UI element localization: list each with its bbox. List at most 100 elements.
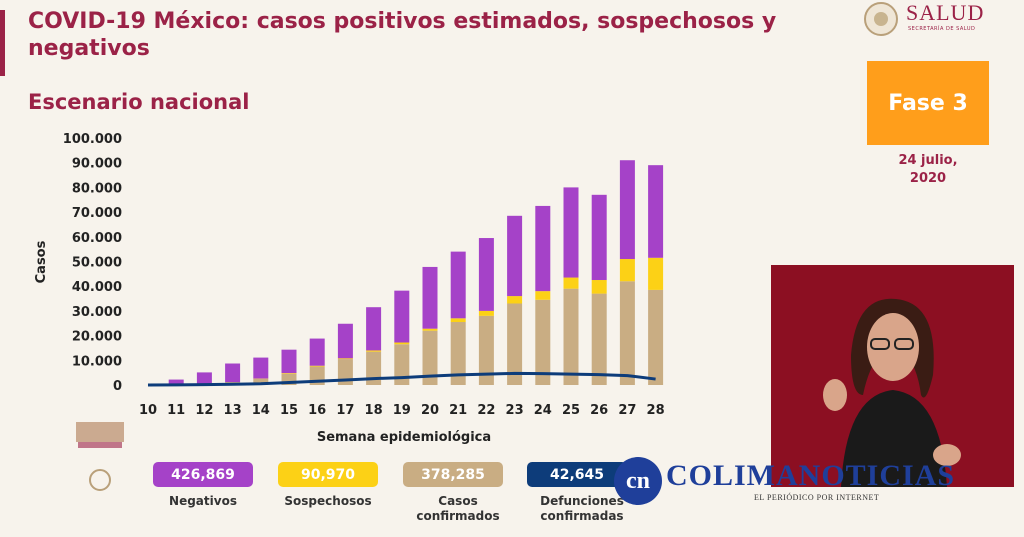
y-axis-label: Casos: [34, 240, 49, 283]
bar-segment: [281, 373, 297, 374]
y-tick-label: 20.000: [72, 330, 122, 345]
x-tick-label: 17: [336, 403, 354, 418]
sign-language-interpreter: [771, 265, 1014, 487]
y-tick-label: 40.000: [72, 280, 122, 295]
logo-text: SALUD: [906, 0, 985, 25]
legend-label-line: Casos: [438, 494, 478, 508]
date-line-1: 24 julio,: [898, 153, 958, 168]
bar-segment: [450, 322, 466, 385]
bar-segment: [422, 328, 438, 331]
bar-segment: [648, 257, 664, 290]
page-title: COVID-19 México: casos positivos estimad…: [28, 9, 777, 61]
bar-segment: [253, 357, 269, 379]
bar-segment: [535, 299, 551, 385]
bar-segment: [478, 315, 494, 385]
legend-value-negativos: 426,869: [153, 462, 253, 487]
bar-segment: [196, 372, 212, 384]
title-accent-bar: [0, 10, 5, 76]
bar-segment: [394, 344, 410, 385]
heritage-emblem-icon: [72, 418, 128, 492]
y-tick-label: 90.000: [72, 157, 122, 172]
x-tick-label: 28: [647, 403, 665, 418]
bar-segment: [648, 165, 664, 258]
x-tick-label: 19: [393, 403, 411, 418]
x-tick-label: 27: [618, 403, 636, 418]
x-axis-label: Semana epidemiológica: [317, 430, 491, 445]
bar-segment: [366, 351, 382, 385]
date-line-2: 2020: [909, 171, 947, 186]
legend-value-sospechosos: 90,970: [278, 462, 378, 487]
bar-segment: [507, 296, 523, 304]
bar-segment: [281, 349, 297, 374]
bar-segment: [309, 365, 325, 367]
bar-segment: [478, 238, 494, 311]
y-tick-label: 30.000: [72, 305, 122, 320]
interpreter-figure: [823, 298, 961, 487]
legend-label-confirmados: Casos confirmados: [403, 494, 513, 524]
legend-value-defunciones: 42,645: [527, 462, 627, 487]
y-tick-label: 0: [113, 379, 122, 394]
legend-label-sospechosos: Sospechosos: [278, 494, 378, 509]
bar-segment: [422, 330, 438, 385]
y-tick-label: 70.000: [72, 206, 122, 221]
bar-segment: [281, 373, 297, 385]
x-tick-label: 20: [421, 403, 439, 418]
phase-badge: Fase 3: [867, 61, 989, 145]
bar-segment: [563, 277, 579, 289]
bar-segment: [563, 288, 579, 385]
legend-label-defunciones: Defunciones confirmadas: [527, 494, 637, 524]
bar-segment: [422, 266, 438, 329]
bar-segment: [591, 280, 607, 294]
bar-segment: [450, 318, 466, 323]
cn-logo-icon: cn: [614, 457, 662, 505]
watermark-name: COLIMANOTICIAS: [666, 459, 956, 492]
legend-label-line: confirmados: [416, 509, 500, 523]
report-date: 24 julio, 2020: [867, 152, 989, 188]
bar-segment: [366, 350, 382, 352]
x-tick-label: 22: [477, 403, 495, 418]
y-tick-label: 60.000: [72, 231, 122, 246]
bar-segment: [337, 358, 353, 360]
bar-segment: [253, 378, 269, 385]
logo-subtext: SECRETARÍA DE SALUD: [908, 26, 976, 32]
legend-value-confirmados: 378,285: [403, 462, 503, 487]
bar-segment: [535, 291, 551, 300]
x-tick-label: 14: [252, 403, 270, 418]
page-subtitle: Escenario nacional: [28, 90, 250, 114]
bar-segment: [507, 303, 523, 385]
salud-logo: SALUD SECRETARÍA DE SALUD: [862, 0, 1002, 42]
y-tick-label: 50.000: [72, 256, 122, 271]
bar-segment: [168, 379, 184, 385]
bar-segment: [309, 338, 325, 366]
bar-segment: [619, 259, 635, 282]
x-tick-label: 21: [449, 403, 467, 418]
bar-segment: [563, 187, 579, 278]
bar-segment: [337, 323, 353, 359]
bar-segment: [366, 307, 382, 351]
y-tick-label: 10.000: [72, 354, 122, 369]
watermark-tagline: EL PERIÓDICO POR INTERNET: [754, 493, 880, 502]
bar-segment: [478, 310, 494, 316]
bar-segment: [619, 281, 635, 385]
legend-label-negativos: Negativos: [153, 494, 253, 509]
bar-segment: [648, 289, 664, 385]
legend-label-line: Negativos: [169, 494, 237, 508]
x-tick-label: 23: [506, 403, 524, 418]
x-tick-label: 12: [195, 403, 213, 418]
seal-icon: [864, 2, 898, 36]
legend-label-line: Sospechosos: [284, 494, 372, 508]
x-tick-label: 11: [167, 403, 185, 418]
bar-segment: [591, 194, 607, 281]
y-tick-label: 100.000: [63, 132, 122, 147]
x-tick-label: 13: [224, 403, 242, 418]
bar-segment: [394, 342, 410, 345]
bar-segment: [450, 251, 466, 319]
bar-segment: [619, 160, 635, 260]
bar-segment: [535, 205, 551, 292]
y-tick-label: 80.000: [72, 181, 122, 196]
legend-label-line: Defunciones: [540, 494, 624, 508]
x-tick-label: 15: [280, 403, 298, 418]
bar-segment: [394, 290, 410, 343]
x-tick-label: 18: [365, 403, 383, 418]
